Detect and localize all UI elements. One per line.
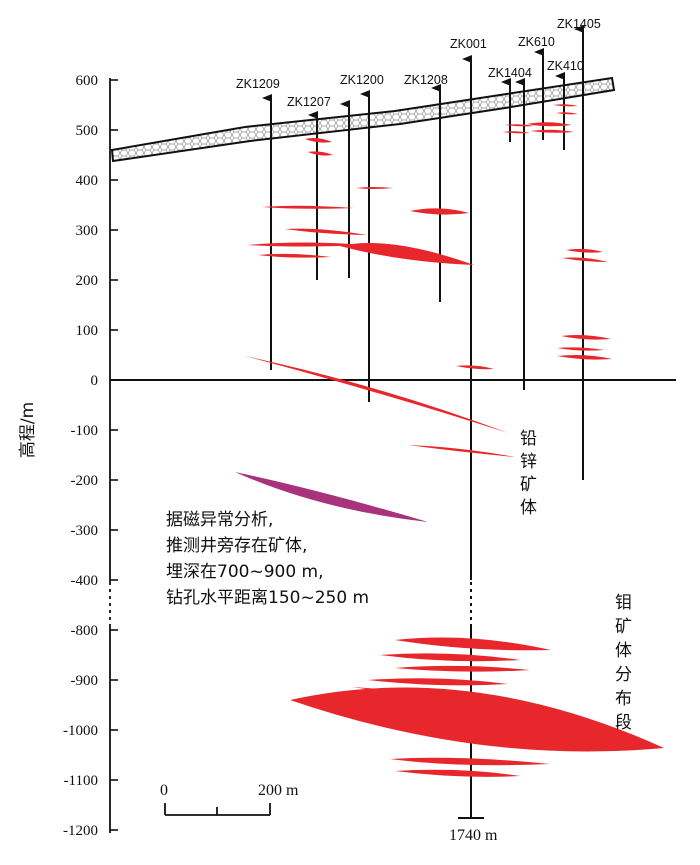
orebody (262, 205, 354, 209)
label-zk1209: ZK1209 (236, 77, 280, 91)
orebody (290, 687, 664, 752)
scale-end: 200 m (258, 782, 299, 799)
label-zk410: ZK410 (547, 59, 584, 73)
pb-zn-zone-label: 铅 锌 矿 体 (520, 429, 537, 518)
mo-zone-label: 钼 矿 体 分 布 段 (615, 593, 632, 733)
annotation-line: 埋深在700~900 m, (166, 562, 324, 582)
y-tick-label: -1000 (63, 723, 98, 739)
y-tick-label: 100 (76, 323, 99, 339)
orebody (395, 769, 520, 777)
orebody (356, 187, 393, 189)
label-zk1208: ZK1208 (404, 73, 448, 87)
orebody (557, 355, 612, 360)
orebody (527, 122, 572, 127)
y-tick-label: 600 (76, 73, 99, 89)
annotation: 据磁异常分析, 推测井旁存在矿体, 埋深在700~900 m, 钻孔水平距离15… (166, 510, 369, 608)
scale-start: 0 (160, 782, 168, 799)
drillhole-labels: ZK1209 ZK1207 ZK1200 ZK1208 ZK001 ZK1404… (236, 17, 601, 109)
y-tick-label: 300 (76, 223, 99, 239)
y-tick-label: -300 (71, 523, 99, 539)
y-tick-label: -900 (71, 673, 99, 689)
orebody (561, 335, 611, 340)
zone-char: 锌 (520, 452, 537, 472)
pb-zn-orebodies (245, 104, 612, 457)
y-tick-label: 500 (76, 123, 99, 139)
orebody (340, 243, 474, 265)
y-tick-label: -800 (71, 623, 99, 639)
orebody (503, 131, 530, 134)
y-axis-label: 高程/m (18, 402, 38, 458)
y-tick-label: -1100 (64, 773, 98, 789)
zone-char: 段 (615, 713, 632, 733)
zone-char: 布 (615, 689, 632, 709)
depth-label: 1740 m (449, 827, 498, 844)
y-tick-label: 0 (91, 373, 99, 389)
orebody (556, 112, 578, 115)
y-tick-label: 200 (76, 273, 99, 289)
y-tick-label: -400 (71, 573, 99, 589)
orebody (258, 253, 331, 258)
orebody (248, 242, 367, 247)
zone-char: 体 (615, 641, 632, 661)
annotation-line: 据磁异常分析, (166, 510, 273, 530)
label-zk610: ZK610 (518, 35, 555, 49)
orebody (566, 248, 603, 253)
inferred-orebody (235, 472, 428, 522)
label-zk1404: ZK1404 (488, 66, 532, 80)
orebody (410, 208, 469, 215)
zone-char: 分 (615, 665, 632, 685)
y-axis: 600 500 400 300 200 100 0 -100 -200 -300 -400 -800 -… (63, 73, 118, 839)
label-zk1200: ZK1200 (340, 73, 384, 87)
orebody (285, 228, 367, 235)
scale-bar: 0 200 m (160, 782, 299, 816)
zone-char: 矿 (615, 617, 632, 637)
zone-char: 体 (520, 498, 537, 518)
orebody (557, 347, 604, 351)
orebody (562, 257, 608, 262)
orebody (456, 365, 494, 370)
orebody (390, 757, 550, 766)
orebody (505, 124, 535, 127)
y-tick-label: -200 (71, 473, 99, 489)
orebody (395, 637, 551, 651)
annotation-line: 推测井旁存在矿体, (166, 536, 307, 556)
zone-char: 矿 (520, 475, 537, 495)
orebody (553, 104, 578, 107)
orebody (305, 138, 332, 143)
y-tick-label: 400 (76, 173, 99, 189)
label-zk1207: ZK1207 (287, 95, 331, 109)
y-tick-label: -1200 (63, 823, 98, 839)
orebody (408, 445, 515, 457)
mo-orebodies (290, 637, 664, 777)
label-zk1405: ZK1405 (557, 17, 601, 31)
annotation-line: 钻孔水平距离150~250 m (166, 588, 369, 608)
zone-char: 铅 (520, 429, 537, 449)
y-tick-label: -100 (71, 423, 99, 439)
orebody (308, 151, 333, 156)
orebody (380, 653, 520, 662)
orebody (530, 129, 574, 133)
orebody (368, 678, 508, 686)
zone-char: 钼 (615, 593, 632, 613)
label-zk001: ZK001 (450, 37, 487, 51)
orebody (395, 665, 530, 672)
ground-surface-band (110, 76, 616, 163)
